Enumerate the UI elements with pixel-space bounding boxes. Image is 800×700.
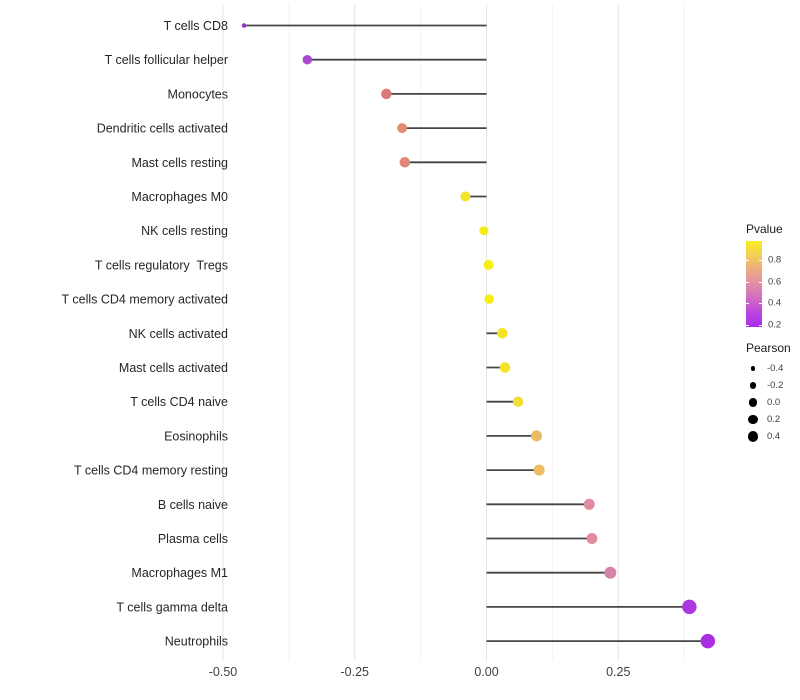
- pearson-tick-label: -0.4: [767, 363, 784, 374]
- y-axis-category-label: T cells CD4 naive: [130, 395, 228, 409]
- lollipop-point: [483, 259, 494, 270]
- pvalue-tick-label: 0.4: [768, 297, 782, 309]
- lollipop-point: [484, 294, 494, 304]
- y-axis-category-label: T cells gamma delta: [116, 600, 228, 614]
- pearson-size-dot: [748, 398, 758, 407]
- lollipop-point: [499, 362, 511, 373]
- lollipop-point: [533, 464, 545, 476]
- pvalue-gradient-fill: [746, 241, 762, 327]
- lollipop-point: [479, 226, 489, 236]
- lollipop-point: [460, 191, 471, 202]
- pearson-tick-label: -0.2: [767, 380, 784, 391]
- pvalue-legend-title: Pvalue: [746, 222, 783, 236]
- y-axis-category-label: Dendritic cells activated: [97, 122, 228, 136]
- y-axis-category-label: Macrophages M0: [131, 190, 228, 204]
- pvalue-bar-tick: [746, 260, 749, 261]
- pvalue-bar-tick: [746, 303, 749, 304]
- pvalue-tick-label: 0.8: [768, 254, 782, 266]
- pvalue-bar-tick: [759, 260, 762, 261]
- lollipop-point: [399, 157, 411, 168]
- pearson-legend-items: -0.4 -0.2 0.0 0.2 0.4: [746, 360, 791, 445]
- pvalue-bar-tick: [759, 281, 762, 283]
- pearson-legend-item: 0.4: [746, 428, 791, 445]
- pvalue-bar-tick: [746, 281, 749, 283]
- lollipop-point: [302, 54, 313, 65]
- x-axis-tick-label: -0.25: [341, 665, 370, 679]
- y-axis-category-label: Neutrophils: [165, 635, 228, 649]
- pearson-size-dot: [750, 366, 756, 371]
- y-axis-category-label: NK cells resting: [141, 224, 228, 238]
- lollipop-point: [241, 23, 247, 28]
- y-axis-category-label: Mast cells resting: [131, 156, 228, 170]
- y-axis-category-label: NK cells activated: [129, 327, 228, 341]
- y-axis-category-label: Eosinophils: [164, 429, 228, 443]
- pearson-tick-label: 0.2: [767, 414, 781, 425]
- y-axis-category-label: Macrophages M1: [131, 566, 228, 580]
- pearson-legend-item: 0.2: [746, 411, 791, 428]
- y-axis-category-label: Mast cells activated: [119, 361, 228, 375]
- pearson-legend-item: 0.0: [746, 394, 791, 411]
- lollipop-point: [586, 533, 598, 544]
- lollipop-point: [512, 396, 524, 407]
- pearson-legend-item: -0.2: [746, 377, 791, 394]
- pvalue-color-legend: Pvalue 0.8 0.6 0.4 0.2: [746, 222, 783, 330]
- pvalue-tick-label: 0.6: [768, 276, 782, 287]
- pearson-legend-title: Pearson: [746, 341, 791, 355]
- y-axis-category-label: T cells CD4 memory activated: [62, 293, 229, 307]
- pvalue-bar-tick: [746, 324, 749, 326]
- y-axis-category-label: Plasma cells: [158, 532, 228, 546]
- y-axis-category-label: T cells CD4 memory resting: [74, 464, 228, 478]
- pearson-legend-item: -0.4: [746, 360, 791, 377]
- pearson-size-dot: [749, 382, 757, 389]
- pearson-size-legend: Pearson -0.4 -0.2 0.0 0.2 0.4: [746, 341, 791, 445]
- lollipop-point: [531, 430, 543, 442]
- lollipop-point: [381, 88, 392, 100]
- pearson-tick-label: 0.4: [767, 431, 781, 442]
- x-axis-tick-label: -0.50: [209, 665, 238, 679]
- pearson-size-dot: [747, 431, 759, 442]
- x-axis-tick-label: 0.25: [606, 665, 630, 679]
- x-axis-tick-label: 0.00: [474, 665, 498, 679]
- pearson-tick-label: 0.0: [767, 397, 781, 408]
- y-axis-category-label: B cells naive: [158, 498, 228, 512]
- pvalue-tick-label: 0.2: [768, 319, 782, 330]
- y-axis-category-label: T cells CD8: [164, 19, 228, 33]
- pvalue-bar-tick: [759, 324, 762, 326]
- y-axis-category-label: T cells follicular helper: [105, 53, 228, 67]
- lollipop-point: [497, 328, 508, 339]
- pvalue-gradient-bar: 0.8 0.6 0.4 0.2: [746, 241, 781, 330]
- y-axis-category-label: T cells regulatory Tregs: [95, 258, 228, 272]
- lollipop-point: [682, 599, 697, 615]
- pearson-size-dot: [748, 414, 758, 425]
- lollipop-point: [604, 566, 617, 579]
- lollipop-point: [397, 123, 408, 134]
- pvalue-bar-tick: [759, 303, 762, 304]
- y-axis-category-label: Monocytes: [168, 87, 228, 101]
- lollipop-point: [700, 633, 716, 649]
- lollipop-point: [583, 498, 595, 510]
